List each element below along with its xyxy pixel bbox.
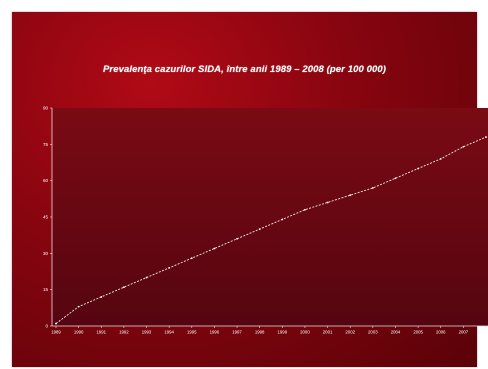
y-tick-label: 0: [45, 324, 48, 329]
data-point: [122, 286, 125, 289]
x-tick-label: 1993: [142, 330, 152, 335]
chart-plot-area: 0 15 30 45 60 75 90 1989 1990 1991 1992 1993 1994 199…: [36, 102, 488, 342]
data-point: [145, 276, 148, 279]
y-tick-label: 60: [43, 178, 49, 183]
data-point: [55, 322, 57, 325]
x-tick-label: 1990: [74, 330, 84, 335]
plot-background: [52, 108, 488, 326]
data-point: [258, 228, 261, 231]
data-point: [462, 145, 465, 148]
x-tick-label: 1998: [255, 330, 265, 335]
x-tick-label: 1991: [96, 330, 106, 335]
x-tick-label: 2006: [436, 330, 446, 335]
data-point: [304, 208, 306, 211]
data-point: [168, 266, 171, 269]
x-tick-label: 1996: [210, 330, 220, 335]
data-point: [281, 218, 284, 221]
x-tick-label: 1999: [278, 330, 288, 335]
x-tick-label: 2007: [459, 330, 469, 335]
data-point: [100, 296, 103, 298]
y-tick-label: 15: [43, 287, 49, 292]
x-tick-label: 2003: [368, 330, 378, 335]
slide: Prevalenţa cazurilor SIDA, între anii 19…: [12, 12, 488, 367]
data-point: [326, 201, 329, 204]
data-point: [349, 194, 352, 197]
x-tick-label: 2004: [391, 330, 401, 335]
x-tick-label: 1989: [51, 330, 61, 335]
y-tick-label: 90: [43, 106, 49, 111]
data-point: [417, 167, 420, 170]
data-point: [439, 157, 442, 160]
y-tick-label: 75: [43, 142, 49, 147]
data-point: [485, 136, 487, 138]
x-tick-label: 1997: [232, 330, 242, 335]
series-line: [55, 136, 487, 324]
x-tick-label: 2001: [323, 330, 333, 335]
data-point: [236, 237, 238, 240]
y-tick-label: 45: [43, 215, 49, 220]
x-tick-label: 1992: [119, 330, 129, 335]
x-tick-label: 1994: [164, 330, 174, 335]
data-point: [190, 257, 193, 260]
data-point: [213, 247, 216, 250]
data-point: [371, 187, 374, 189]
chart-title: Prevalenţa cazurilor SIDA, între anii 19…: [103, 64, 386, 75]
data-point: [77, 305, 80, 308]
chart-svg: 0 15 30 45 60 75 90 1989 1990 1991 1992 1993 1994 199…: [43, 106, 488, 335]
x-tick-label: 2002: [345, 330, 355, 335]
x-tick-label: 2005: [413, 330, 423, 335]
x-tick-label: 2008: [481, 330, 488, 335]
data-point: [394, 177, 397, 180]
x-tick-label: 1995: [187, 330, 197, 335]
x-tick-label: 2000: [300, 330, 310, 335]
y-tick-label: 30: [43, 251, 49, 256]
